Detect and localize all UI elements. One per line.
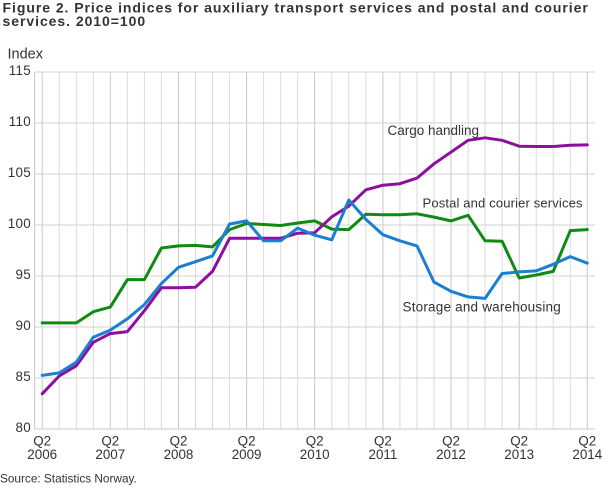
svg-text:115: 115 — [9, 63, 31, 78]
svg-text:2007: 2007 — [95, 447, 125, 462]
svg-text:105: 105 — [8, 165, 31, 180]
svg-text:90: 90 — [16, 318, 32, 333]
svg-text:Source: Statistics Norway.: Source: Statistics Norway. — [0, 472, 137, 486]
svg-text:Q2: Q2 — [101, 433, 119, 448]
svg-text:Q2: Q2 — [442, 433, 460, 448]
svg-text:2013: 2013 — [504, 447, 534, 462]
svg-text:Q2: Q2 — [33, 433, 51, 448]
svg-text:2010: 2010 — [300, 447, 330, 462]
svg-text:Index: Index — [8, 47, 44, 63]
svg-text:Q2: Q2 — [578, 433, 596, 448]
svg-text:Figure 2. Price indices for au: Figure 2. Price indices for auxiliary tr… — [3, 0, 589, 16]
svg-text:85: 85 — [16, 369, 32, 384]
svg-text:2008: 2008 — [164, 447, 194, 462]
svg-text:Storage and warehousing: Storage and warehousing — [403, 299, 561, 314]
svg-text:Q2: Q2 — [170, 433, 188, 448]
svg-text:95: 95 — [16, 267, 32, 282]
svg-text:Cargo handling: Cargo handling — [388, 123, 480, 138]
svg-text:Q2: Q2 — [374, 433, 392, 448]
svg-text:Q2: Q2 — [238, 433, 256, 448]
svg-text:80: 80 — [16, 420, 32, 435]
svg-text:2011: 2011 — [369, 447, 398, 462]
svg-text:Q2: Q2 — [306, 433, 324, 448]
svg-text:Postal and courier services: Postal and courier services — [423, 196, 583, 211]
svg-text:110: 110 — [9, 114, 31, 129]
svg-text:2006: 2006 — [27, 447, 57, 462]
svg-text:2014: 2014 — [572, 447, 602, 462]
svg-text:2009: 2009 — [232, 447, 262, 462]
svg-text:services. 2010=100: services. 2010=100 — [3, 13, 147, 29]
svg-text:2012: 2012 — [436, 447, 466, 462]
svg-text:100: 100 — [8, 216, 31, 231]
svg-text:Q2: Q2 — [510, 433, 528, 448]
